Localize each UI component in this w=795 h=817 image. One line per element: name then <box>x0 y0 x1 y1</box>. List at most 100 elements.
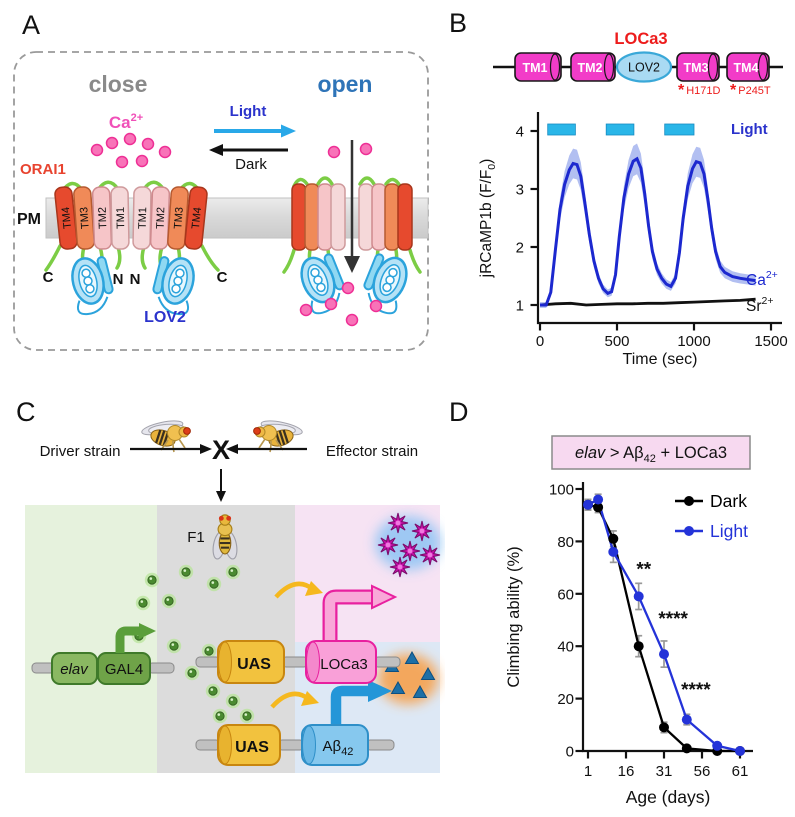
ca-ions-open-top <box>327 142 373 159</box>
panel-B-label: B <box>449 8 467 38</box>
construct-TM4: TM4 <box>726 52 770 82</box>
dna-rod <box>277 739 305 751</box>
gal4-dot <box>239 708 255 724</box>
svg-text:GAL4: GAL4 <box>105 661 143 678</box>
close-state-label: close <box>89 71 148 97</box>
svg-text:UAS: UAS <box>235 739 269 756</box>
svg-text:LOCa3: LOCa3 <box>320 656 368 673</box>
svg-text:61: 61 <box>732 763 749 780</box>
svg-text:56: 56 <box>694 763 711 780</box>
loca3-product-star-icon <box>377 534 399 556</box>
dark-line <box>587 503 740 753</box>
dna-rod <box>365 739 395 751</box>
panelB-chart: Light 1 2 3 4 0 500 1000 1500 jRCaMP1b (F/F0) Time… <box>478 112 788 368</box>
loca3-product-stars <box>377 512 441 578</box>
svg-text:1500: 1500 <box>754 333 787 350</box>
orai1-channel-open <box>291 183 413 251</box>
svg-text:3: 3 <box>516 182 524 199</box>
tm-helix: TM1 <box>110 186 130 250</box>
gal4-dot <box>161 593 177 609</box>
gal4-dot <box>166 638 182 654</box>
tm-helix: TM4 <box>184 186 208 250</box>
light-stim-bars: Light <box>547 121 768 138</box>
genotype-text: elav > Aβ42 + LOCa3 <box>575 444 727 465</box>
orai1-label: ORAI1 <box>20 161 66 178</box>
legend-item-light: Light <box>710 521 748 541</box>
panel-D-label: D <box>449 397 469 427</box>
svg-text:40: 40 <box>557 639 574 656</box>
dark-arrow-icon <box>209 144 288 156</box>
mutation-H171D: * H171D <box>678 82 721 99</box>
orai1-channel-closed: TM4 TM3 TM2 TM1 TM1 TM2 TM3 TM4 <box>54 186 208 250</box>
panelB-tick-labels: 1 2 3 4 0 500 1000 1500 <box>516 124 788 351</box>
driver-strain-label: Driver strain <box>40 443 121 460</box>
tm-helix: TM2 <box>149 186 171 250</box>
abeta-aggregate-icon <box>390 680 406 694</box>
dna-rod <box>281 656 309 668</box>
ca-ions-closed <box>90 132 172 169</box>
significance-annotation: ** <box>636 559 651 580</box>
calcium-label: Ca2+ <box>109 112 143 132</box>
gal4-transcription-arrow-icon <box>115 623 156 653</box>
cylinder-cap <box>218 641 232 683</box>
genotype-banner: elav > Aβ42 + LOCa3 <box>551 435 751 470</box>
ca-trace <box>540 156 756 307</box>
gal4-dot <box>201 643 217 659</box>
construct-LOV2: LOV2 <box>615 51 673 83</box>
error-bars <box>584 493 721 752</box>
cross-arrow-right-icon <box>226 444 307 454</box>
gal4-dot <box>205 683 221 699</box>
light-arrow-label: Light <box>230 103 267 120</box>
svg-text:TM2: TM2 <box>97 207 110 229</box>
gal4-binding-arrow2-icon <box>270 691 319 709</box>
significance-annotation: **** <box>681 680 711 701</box>
significance-annotation: **** <box>658 609 688 630</box>
svg-text:31: 31 <box>656 763 673 780</box>
construct-title: LOCa3 <box>614 30 667 48</box>
gal4-dot <box>225 693 241 709</box>
sr-trace <box>539 297 756 307</box>
panel-A: A close open Ca2+ Light Dark ORAI1 PM <box>13 10 429 351</box>
svg-text:TM4: TM4 <box>60 206 74 229</box>
svg-text:elav: elav <box>60 661 89 678</box>
construct-TM1: TM1 <box>514 52 562 82</box>
ca-series-label: Ca2+ <box>746 269 778 289</box>
dna-rod <box>195 656 221 668</box>
tm-helix: TM3 <box>167 186 189 250</box>
offspring-arrow-icon <box>216 469 226 502</box>
svg-text:2: 2 <box>516 240 524 257</box>
panelB-y-axis-label: jRCaMP1b (F/F0) <box>478 159 498 279</box>
f1-label: F1 <box>187 529 205 546</box>
svg-text:500: 500 <box>604 333 629 350</box>
tm-helix: TM3 <box>73 186 95 250</box>
abeta-expression-arrow-icon <box>330 680 392 725</box>
panel-A-label: A <box>22 10 40 40</box>
dark-arrow-label: Dark <box>235 156 267 173</box>
loca3-product-star-icon <box>411 520 433 542</box>
svg-text:TM3: TM3 <box>172 207 186 230</box>
light-bar <box>664 123 695 136</box>
sr-series-label: Sr2+ <box>746 295 773 315</box>
loca3-product-star-icon <box>419 544 441 566</box>
cylinder-cap <box>218 725 232 765</box>
loca3-effector-construct: UAS LOCa3 <box>195 640 401 684</box>
gal4-dot <box>206 576 222 592</box>
svg-text:UAS: UAS <box>237 656 271 673</box>
svg-text:1: 1 <box>584 763 592 780</box>
abeta-label: Aβ42 <box>323 738 354 758</box>
svg-text:1000: 1000 <box>677 333 710 350</box>
ca-ions-open-bottom <box>299 281 383 327</box>
panelD-chart: 0 20 40 60 80 100 1 16 31 56 61 Age (days) Climbing … <box>505 482 753 807</box>
abeta-aggregate-icon <box>420 666 436 680</box>
gal4-dot <box>184 665 200 681</box>
svg-text:TM4: TM4 <box>190 207 204 230</box>
open-state-label: open <box>318 71 373 97</box>
gal4-dot <box>212 708 228 724</box>
pm-label: PM <box>17 211 41 228</box>
loca3-construct: LOCa3 TM1 TM2 LOV2 TM3 <box>493 30 783 99</box>
panelB-axes <box>530 112 782 331</box>
svg-text:100: 100 <box>549 482 574 499</box>
panelD-legend: Dark Light <box>675 491 748 541</box>
abeta-effector-construct: UAS Aβ42 <box>195 724 395 766</box>
construct-TM3: TM3 <box>676 52 720 82</box>
